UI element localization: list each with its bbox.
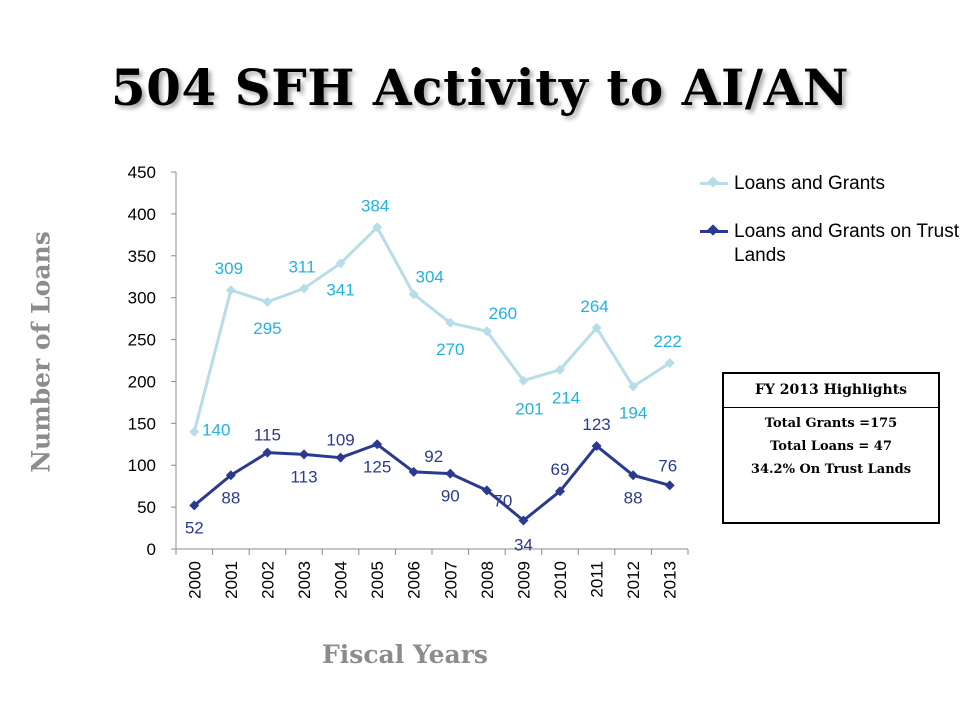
data-label-1: 109 — [326, 431, 354, 450]
data-label-0: 222 — [654, 332, 682, 351]
data-label-0: 140 — [202, 421, 230, 440]
y-tick-label: 150 — [128, 414, 156, 433]
y-tick-label: 100 — [128, 456, 156, 475]
y-tick-label: 450 — [128, 163, 156, 182]
y-tick-label: 350 — [128, 247, 156, 266]
data-point-1 — [262, 447, 273, 458]
data-label-1: 52 — [185, 518, 204, 537]
x-tick-label: 2010 — [551, 561, 570, 599]
data-label-1: 125 — [363, 457, 391, 476]
x-axis-title: Fiscal Years — [322, 640, 488, 669]
x-tick-label: 2003 — [295, 561, 314, 599]
data-label-1: 115 — [254, 426, 281, 445]
data-label-0: 304 — [416, 267, 444, 286]
data-label-1: 76 — [658, 456, 677, 475]
x-tick-label: 2012 — [624, 561, 643, 599]
data-point-0 — [445, 317, 456, 328]
data-point-1 — [591, 440, 602, 451]
x-tick-label: 2001 — [222, 561, 241, 599]
data-label-1: 113 — [290, 467, 317, 486]
data-label-0: 311 — [288, 257, 315, 276]
data-point-0 — [628, 381, 639, 392]
data-label-1: 90 — [441, 487, 460, 506]
data-label-0: 295 — [253, 319, 281, 338]
data-point-1 — [664, 480, 675, 491]
x-tick-label: 2005 — [368, 561, 387, 599]
data-point-0 — [481, 326, 492, 337]
data-point-1 — [189, 500, 200, 511]
data-label-1: 34 — [514, 536, 533, 555]
legend-item-loans-and-grants: Loans and Grants — [700, 172, 960, 196]
data-label-1: 70 — [493, 491, 512, 510]
legend-label-trust-lands: Loans and Grants on Trust Lands — [734, 221, 959, 266]
x-tick-label: 2007 — [441, 561, 460, 599]
highlights-total-grants: Total Grants =175 — [764, 416, 898, 431]
x-tick-label: 2002 — [258, 561, 277, 599]
slide-title: 504 SFH Activity to AI/AN — [110, 58, 850, 117]
data-label-0: 341 — [326, 280, 354, 299]
data-point-1 — [481, 485, 492, 496]
y-tick-label: 0 — [147, 540, 156, 559]
data-label-1: 123 — [582, 415, 610, 434]
x-tick-label: 2004 — [332, 561, 351, 599]
data-point-0 — [225, 285, 236, 296]
highlights-trust-lands-pct: 34.2% On Trust Lands — [750, 462, 912, 477]
legend-item-trust-lands: Loans and Grants on Trust Lands — [700, 220, 960, 268]
data-point-0 — [591, 322, 602, 333]
x-tick-label: 2009 — [514, 561, 533, 599]
x-tick-label: 2008 — [478, 561, 497, 599]
data-point-0 — [262, 296, 273, 307]
legend-marker-loans-and-grants — [707, 176, 719, 188]
x-tick-label: 2011 — [588, 561, 607, 598]
y-tick-label: 200 — [128, 372, 156, 391]
data-point-0 — [408, 289, 419, 300]
data-point-0 — [555, 364, 565, 375]
x-tick-label: 2013 — [661, 561, 680, 599]
y-tick-label: 300 — [128, 289, 156, 308]
highlights-header: FY 2013 Highlights — [724, 374, 938, 408]
data-label-1: 92 — [424, 447, 443, 466]
data-point-0 — [189, 426, 200, 437]
data-point-0 — [299, 283, 309, 294]
data-label-1: 69 — [551, 460, 570, 479]
data-point-1 — [335, 452, 346, 463]
y-tick-label: 250 — [128, 331, 156, 350]
x-tick-label: 2000 — [185, 561, 204, 599]
chart-legend: Loans and Grants Loans and Grants on Tru… — [700, 172, 960, 292]
y-tick-label: 50 — [137, 498, 156, 517]
data-point-1 — [299, 449, 309, 460]
data-point-0 — [664, 358, 675, 369]
data-point-1 — [225, 470, 236, 481]
data-point-0 — [335, 258, 346, 269]
data-point-1 — [628, 470, 639, 481]
data-label-0: 214 — [552, 389, 580, 408]
legend-label-loans-and-grants: Loans and Grants — [734, 173, 886, 194]
data-point-0 — [518, 375, 529, 386]
data-point-1 — [372, 439, 383, 450]
data-point-1 — [445, 468, 456, 479]
x-tick-label: 2006 — [405, 561, 424, 599]
data-label-0: 309 — [215, 259, 243, 278]
series-line-1 — [193, 442, 671, 523]
legend-marker-trust-lands — [707, 224, 719, 236]
data-point-1 — [408, 466, 419, 477]
data-label-1: 88 — [221, 488, 240, 507]
data-label-0: 260 — [489, 304, 517, 323]
series-line-0 — [192, 225, 671, 433]
data-label-0: 194 — [619, 403, 647, 422]
data-point-0 — [372, 222, 383, 233]
data-point-1 — [555, 486, 565, 497]
data-label-0: 270 — [436, 340, 464, 359]
data-label-0: 201 — [515, 400, 543, 419]
data-label-1: 88 — [624, 488, 643, 507]
data-point-1 — [518, 515, 529, 526]
data-label-0: 264 — [580, 297, 608, 316]
y-tick-label: 400 — [128, 205, 156, 224]
highlights-box: FY 2013 Highlights Total Grants =175 Tot… — [722, 372, 940, 524]
data-label-0: 384 — [361, 196, 389, 215]
highlights-total-loans: Total Loans = 47 — [770, 439, 892, 454]
